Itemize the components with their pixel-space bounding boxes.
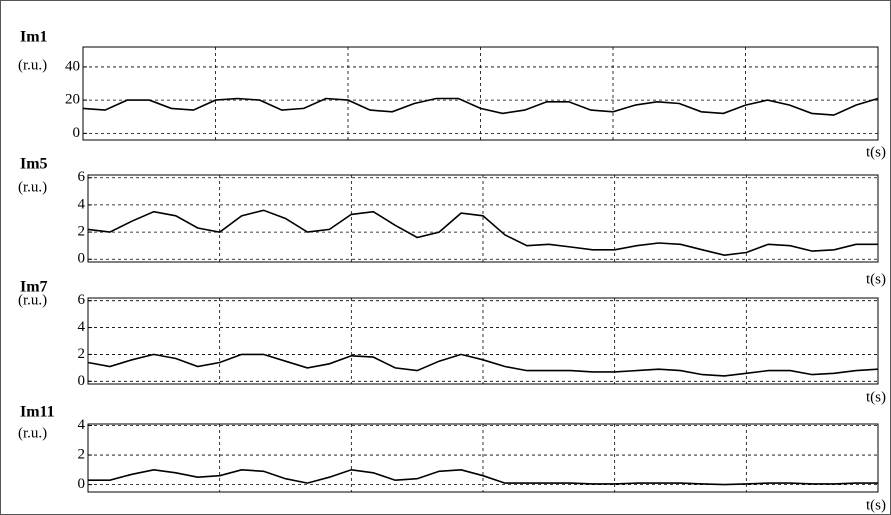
y-tick-label: 20 (65, 92, 80, 108)
y-tick-label: 4 (78, 319, 86, 335)
line-series (88, 468, 878, 486)
y-tick-label: 4 (78, 417, 86, 433)
panel-title: Im1 (20, 29, 48, 46)
panel-title: Im11 (20, 404, 55, 421)
y-tick-label: 6 (78, 169, 86, 185)
y-axis-label: (r.u.) (18, 179, 47, 195)
y-axis-label: (r.u.) (18, 425, 47, 441)
y-tick-label: 0 (78, 373, 86, 389)
x-axis-label: t(s) (866, 144, 886, 160)
y-tick-label: 0 (73, 125, 81, 141)
y-axis-label: (r.u.) (18, 57, 47, 73)
x-axis-label: t(s) (866, 271, 886, 287)
y-tick-label: 2 (78, 346, 86, 362)
plot-area (87, 423, 879, 493)
line-series (87, 209, 878, 257)
panel-title: Im5 (20, 156, 48, 173)
line-series (82, 97, 879, 116)
y-tick-label: 40 (65, 58, 80, 74)
y-tick-label: 6 (78, 292, 86, 308)
line-series (87, 353, 879, 377)
y-tick-label: 0 (78, 476, 86, 492)
panel-title: Im7 (20, 279, 48, 296)
y-tick-label: 2 (78, 446, 86, 462)
y-axis-label: (r.u.) (18, 292, 47, 308)
y-tick-label: 2 (78, 224, 86, 240)
plot-area (82, 46, 879, 141)
x-axis-label: t(s) (866, 389, 886, 405)
y-tick-label: 4 (78, 196, 86, 212)
x-axis-label: t(s) (866, 497, 886, 513)
y-tick-label: 0 (78, 251, 86, 267)
